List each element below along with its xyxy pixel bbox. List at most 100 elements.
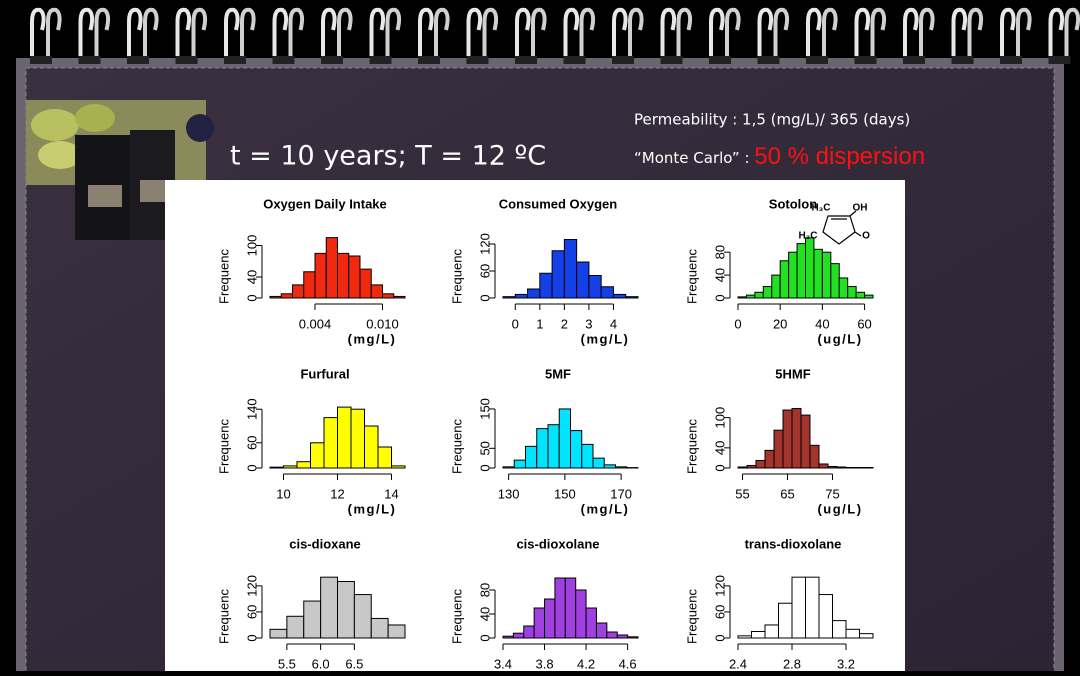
y-axis-label: Frequenc	[684, 249, 699, 304]
x-tick-label: 40	[815, 316, 829, 331]
ring-hole	[515, 56, 537, 64]
histogram-bar	[586, 608, 596, 638]
x-tick-label: 1	[536, 316, 543, 331]
y-tick-label: 140	[244, 398, 259, 420]
x-tick-label: 6.5	[345, 656, 363, 671]
histogram-bar	[613, 294, 625, 298]
histogram-bar	[822, 252, 830, 298]
histogram-bar	[365, 426, 379, 468]
histogram-bar	[772, 275, 780, 298]
x-tick-label: 20	[773, 316, 787, 331]
histogram-bar	[388, 625, 405, 638]
histogram-bar	[601, 287, 613, 298]
histogram-bar	[801, 415, 810, 468]
histogram-bar	[354, 595, 371, 638]
histogram-bar	[515, 294, 527, 298]
x-tick-label: 3.8	[535, 656, 553, 671]
histogram-bar	[582, 444, 593, 468]
x-axis-label: (mg/L)	[581, 331, 630, 346]
histogram-bar	[846, 467, 855, 468]
histogram-bar	[287, 616, 304, 638]
histogram-bar	[765, 625, 779, 638]
x-tick-label: 55	[735, 486, 749, 501]
x-tick-label: 3.4	[494, 656, 512, 671]
histogram-bar	[792, 409, 801, 468]
histogram-bar	[513, 633, 523, 638]
histogram-bar	[819, 595, 833, 638]
histogram-bar	[780, 261, 788, 298]
histogram-bar	[270, 296, 281, 298]
dispersion: 50 % dispersion	[754, 143, 925, 170]
histogram-bar	[589, 276, 601, 299]
histogram-bar	[284, 466, 298, 468]
ring-hole	[758, 56, 780, 64]
histogram-bar	[545, 599, 555, 638]
histogram-bar	[626, 297, 638, 298]
y-axis-label: Frequenc	[449, 249, 464, 304]
monte-carlo: “Monte Carlo” :	[634, 149, 754, 167]
ring-hole	[467, 56, 489, 64]
y-axis-label: Frequenc	[684, 589, 699, 644]
histogram-bar	[371, 285, 382, 298]
x-tick-label: 170	[610, 486, 632, 501]
x-tick-label: 3.2	[837, 656, 855, 671]
histogram-bar	[571, 431, 582, 468]
y-tick-label: 40	[477, 607, 492, 621]
histogram-bar	[383, 294, 394, 298]
x-tick-label: 0	[734, 316, 741, 331]
y-tick-label: 0	[244, 634, 259, 641]
x-tick-label: 4.2	[577, 656, 595, 671]
histogram-bar	[524, 626, 534, 638]
histogram-bar	[577, 262, 589, 298]
histogram-bar	[837, 467, 846, 468]
chart-title: Consumed Oxygen	[499, 196, 618, 211]
y-tick-label: 100	[244, 235, 259, 257]
ring-hole	[224, 56, 246, 64]
chart-title: Oxygen Daily Intake	[263, 196, 387, 211]
histogram-bar	[738, 297, 746, 298]
histogram-bar	[304, 272, 315, 298]
structure-label: H₃C	[798, 231, 817, 242]
histogram-bar	[297, 462, 311, 468]
histogram-bar	[846, 629, 860, 638]
permeability: Permeability : 1,5 (mg/L)/ 365 (days)	[634, 111, 910, 129]
histogram-bar	[552, 251, 564, 298]
histogram-bar	[806, 577, 820, 638]
x-tick-label: 2	[561, 316, 568, 331]
histogram-bar	[315, 253, 326, 298]
x-tick-label: 4.6	[619, 656, 637, 671]
histogram-bar	[746, 295, 754, 298]
x-tick-label: 130	[498, 486, 520, 501]
histogram-bar	[564, 240, 576, 299]
histogram-bar	[593, 458, 604, 468]
ring-hole	[806, 56, 828, 64]
y-tick-label: 0	[244, 464, 259, 471]
histogram-bar	[338, 407, 352, 468]
histogram-bar	[311, 443, 325, 468]
x-tick-label: 14	[384, 486, 398, 501]
histogram-bar	[392, 466, 406, 468]
ring-hole	[564, 56, 586, 64]
y-tick-label: 0	[712, 464, 727, 471]
ring-hole	[176, 56, 198, 64]
chart-title: Furfural	[300, 366, 349, 381]
histogram-bar	[555, 578, 565, 638]
y-tick-label: 120	[477, 233, 492, 255]
ring-hole	[273, 56, 295, 64]
ring-hole	[1049, 56, 1071, 64]
histogram-bar	[537, 429, 548, 468]
histogram-bar	[856, 292, 864, 298]
histogram-bar	[738, 467, 747, 468]
x-axis-label: (ug/L)	[817, 501, 862, 516]
x-tick-label: 6.0	[312, 656, 330, 671]
histogram-bar	[324, 418, 338, 468]
y-tick-label: 150	[477, 398, 492, 420]
ring-hole	[370, 56, 392, 64]
histogram-bar	[349, 256, 360, 298]
histogram-bar	[304, 601, 321, 638]
histogram-bar	[526, 446, 537, 468]
x-tick-label: 60	[857, 316, 871, 331]
y-tick-label: 50	[477, 441, 492, 455]
histogram-bar	[503, 467, 514, 468]
x-tick-label: 2.4	[729, 656, 747, 671]
